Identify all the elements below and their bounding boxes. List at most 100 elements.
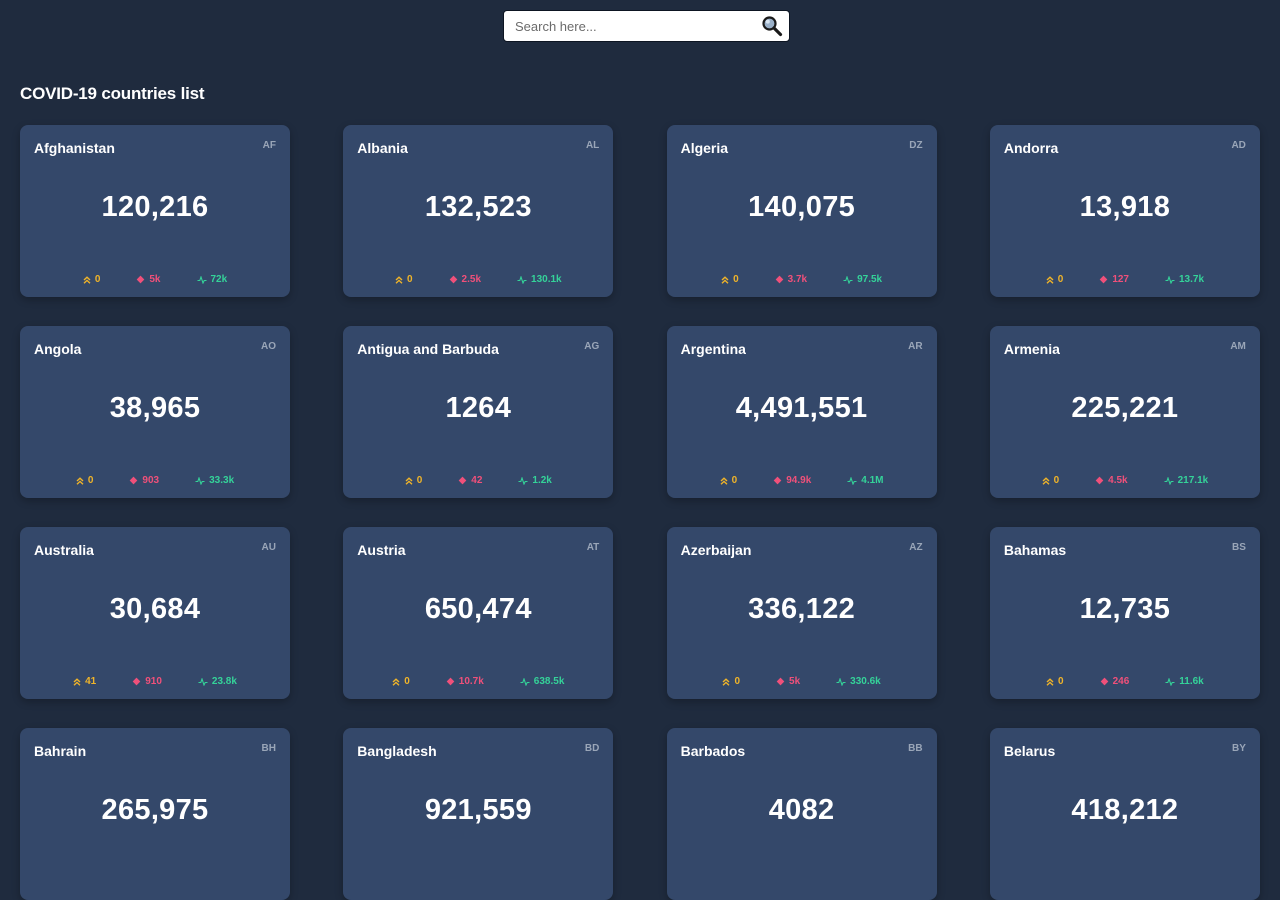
stat-active: 0 [1042, 475, 1060, 486]
pulse-icon [1165, 677, 1175, 686]
stat-recovered: 33.3k [195, 475, 234, 486]
stat-recovered: 97.5k [843, 274, 882, 285]
stat-recovered: 638.5k [520, 676, 565, 687]
total-cases: 140,075 [748, 191, 856, 223]
country-code: AU [261, 542, 276, 553]
country-card[interactable]: Angola AO 38,965 0 903 33.3k [20, 326, 290, 498]
country-code: AD [1231, 140, 1246, 151]
stat-active: 0 [721, 274, 739, 285]
recovered-count: 33.3k [209, 475, 235, 486]
total-cases: 13,918 [1079, 191, 1171, 223]
deaths-count: 910 [145, 676, 162, 687]
diamond-icon [458, 476, 467, 485]
stat-active: 41 [73, 676, 96, 687]
card-stats: 0 94.9k 4.1M [667, 475, 937, 486]
country-card[interactable]: Armenia AM 225,221 0 4.5k 217.1k [989, 326, 1260, 498]
deaths-count: 2.5k [461, 274, 482, 285]
diamond-icon [129, 476, 138, 485]
country-card[interactable]: Belarus BY 418,212 [989, 728, 1260, 900]
active-count: 0 [1058, 676, 1064, 687]
country-code: BD [584, 743, 600, 754]
deaths-count: 4.5k [1108, 475, 1128, 486]
country-name: Belarus [1003, 743, 1056, 759]
pulse-icon [520, 677, 530, 686]
country-code: AM [1230, 341, 1246, 352]
total-cases: 12,735 [1079, 593, 1171, 625]
recovered-count: 638.5k [533, 676, 565, 687]
recovered-count: 11.6k [1179, 676, 1204, 687]
diamond-icon [1095, 476, 1104, 485]
country-card[interactable]: Andorra AD 13,918 0 127 13.7k [989, 125, 1260, 297]
country-card[interactable]: Afghanistan AF 120,216 0 5k 72k [20, 125, 290, 297]
double-chevron-up-icon [721, 275, 729, 284]
search-box [503, 10, 790, 42]
double-chevron-up-icon [720, 476, 728, 485]
stat-active: 0 [76, 475, 93, 486]
stat-recovered: 217.1k [1164, 475, 1209, 486]
total-cases: 336,122 [748, 593, 856, 625]
diamond-icon [775, 275, 784, 284]
stat-deaths: 4.5k [1095, 475, 1128, 486]
country-card[interactable]: Algeria DZ 140,075 0 3.7k 97.5k [666, 125, 937, 297]
stat-deaths: 5k [136, 274, 161, 285]
total-cases: 4082 [768, 794, 835, 826]
active-count: 0 [1053, 475, 1060, 486]
country-card[interactable]: Bahamas BS 12,735 0 246 11.6k [989, 527, 1260, 699]
country-name: Afghanistan [34, 140, 115, 156]
country-name: Angola [34, 341, 82, 357]
stat-active: 0 [405, 475, 422, 486]
country-name: Albania [357, 140, 408, 156]
diamond-icon [132, 677, 141, 686]
country-card[interactable]: Antigua and Barbuda AG 1264 0 42 1.2k [343, 326, 614, 498]
active-count: 0 [733, 274, 739, 285]
country-name: Australia [34, 542, 94, 558]
deaths-count: 246 [1112, 676, 1130, 687]
search-input[interactable] [504, 11, 754, 41]
pulse-icon [198, 677, 208, 686]
stat-active: 0 [83, 274, 101, 285]
active-count: 0 [734, 676, 741, 687]
deaths-count: 5k [789, 676, 801, 687]
recovered-count: 330.6k [850, 676, 881, 687]
diamond-icon [776, 677, 785, 686]
active-count: 0 [404, 676, 410, 687]
stat-recovered: 23.8k [198, 676, 237, 687]
country-code: AR [908, 341, 923, 352]
country-card[interactable]: Argentina AR 4,491,551 0 94.9k 4.1M [666, 326, 937, 498]
country-card[interactable]: Australia AU 30,684 41 910 23.8k [20, 527, 290, 699]
country-card[interactable]: Bahrain BH 265,975 [20, 728, 290, 900]
country-name: Bahrain [34, 743, 87, 759]
double-chevron-up-icon [1046, 275, 1054, 284]
total-cases: 38,965 [109, 392, 201, 424]
total-cases: 650,474 [424, 593, 532, 625]
card-stats: 0 5k 330.6k [667, 676, 937, 687]
country-card[interactable]: Austria AT 650,474 0 10.7k 638.5k [343, 527, 614, 699]
card-stats: 0 2.5k 130.1k [343, 274, 613, 285]
pulse-icon [843, 275, 853, 284]
country-card[interactable]: Bangladesh BD 921,559 [343, 728, 614, 900]
card-stats: 41 910 23.8k [20, 676, 290, 687]
active-count: 0 [94, 274, 101, 285]
recovered-count: 217.1k [1177, 475, 1209, 486]
recovered-count: 1.2k [532, 475, 552, 486]
deaths-count: 127 [1112, 274, 1129, 285]
country-card[interactable]: Albania AL 132,523 0 2.5k 130.1k [343, 125, 614, 297]
country-name: Argentina [680, 341, 746, 357]
search-icon[interactable] [761, 15, 783, 37]
total-cases: 132,523 [424, 191, 532, 223]
deaths-count: 903 [142, 475, 160, 486]
stat-deaths: 3.7k [775, 274, 807, 285]
total-cases: 225,221 [1071, 392, 1179, 424]
stat-recovered: 4.1M [847, 475, 884, 486]
country-name: Algeria [680, 140, 729, 156]
country-card[interactable]: Azerbaijan AZ 336,122 0 5k 330.6k [666, 527, 937, 699]
recovered-count: 72k [210, 274, 228, 285]
card-stats: 0 3.7k 97.5k [667, 274, 937, 285]
active-count: 0 [1057, 274, 1064, 285]
active-count: 0 [406, 274, 413, 285]
card-stats: 0 10.7k 638.5k [343, 676, 613, 687]
total-cases: 120,216 [101, 191, 209, 223]
country-card[interactable]: Barbados BB 4082 [666, 728, 937, 900]
country-code: AL [585, 140, 600, 151]
diamond-icon [446, 677, 455, 686]
